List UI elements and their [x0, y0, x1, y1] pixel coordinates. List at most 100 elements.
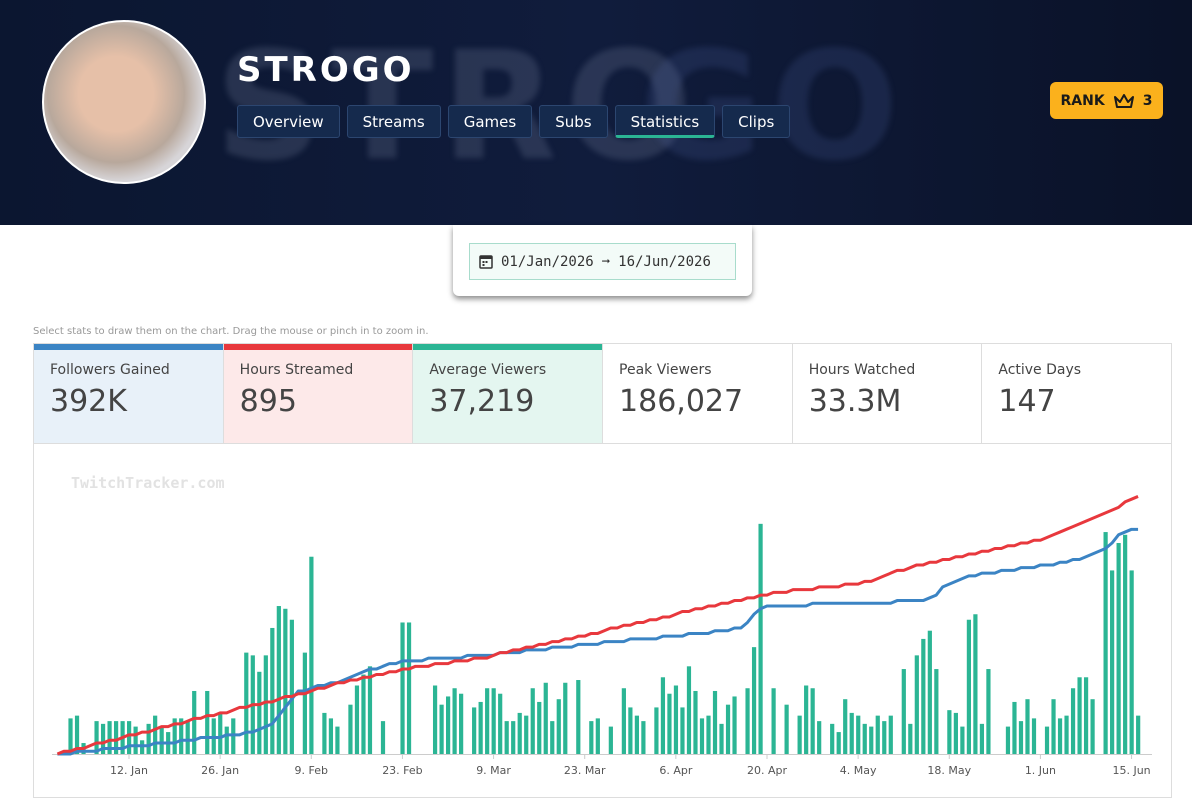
bar	[270, 627, 275, 754]
bar	[947, 710, 952, 754]
bar	[1057, 718, 1063, 754]
tab[interactable]: Subs	[539, 105, 608, 138]
bar	[817, 721, 822, 754]
bar	[192, 690, 197, 754]
bar	[771, 688, 776, 754]
rank-value: 3	[1142, 92, 1153, 109]
date-range[interactable]: 01/Jan/2026 ➞ 16/Jun/2026	[469, 243, 736, 280]
x-tick-label: 18. May	[927, 764, 971, 777]
bar	[100, 723, 106, 754]
bar	[127, 721, 132, 754]
bar	[804, 685, 809, 754]
bar	[966, 619, 971, 754]
bar	[218, 712, 223, 754]
stat-label: Hours Watched	[808, 362, 916, 378]
rank-label: RANK	[1060, 92, 1105, 109]
bar	[205, 690, 210, 754]
bar	[498, 693, 503, 754]
bar	[1083, 677, 1089, 754]
crown-icon	[1113, 93, 1134, 108]
stat-label: Followers Gained	[50, 362, 170, 378]
bar	[224, 726, 229, 754]
bar	[257, 671, 262, 754]
stat-value: 895	[239, 384, 297, 419]
bar	[1051, 699, 1056, 754]
bar	[439, 704, 444, 754]
bar	[289, 619, 294, 754]
bar	[882, 721, 887, 754]
bar	[153, 715, 158, 754]
bar	[524, 715, 529, 754]
bar	[1031, 718, 1037, 754]
bar	[836, 732, 841, 754]
bar	[921, 638, 926, 754]
stat-strip	[413, 344, 603, 350]
avatar	[42, 20, 206, 184]
bar	[354, 685, 360, 754]
bar	[843, 699, 848, 754]
bar	[1070, 688, 1076, 754]
bar	[673, 685, 679, 754]
stat-value: 392K	[50, 384, 127, 419]
bar	[491, 688, 496, 754]
bar	[797, 715, 802, 754]
x-tick-label: 6. Apr	[659, 764, 692, 777]
bar	[706, 715, 711, 754]
bar	[472, 707, 477, 754]
bar	[276, 606, 281, 754]
bar	[1116, 543, 1121, 754]
stat-card[interactable]: Hours Streamed 895	[223, 344, 414, 443]
chart-box: TwitchTracker.com 12. Jan 26. Jan 9. Feb 23…	[33, 444, 1172, 798]
tab[interactable]: Games	[447, 105, 533, 138]
bar	[530, 688, 535, 754]
bar	[1129, 570, 1134, 754]
tab[interactable]: Clips	[722, 105, 791, 138]
bar	[159, 726, 164, 754]
bar	[693, 690, 698, 754]
stat-label: Average Viewers	[429, 362, 547, 378]
stat-card[interactable]: Peak Viewers 186,027	[603, 344, 793, 443]
bar	[1064, 715, 1069, 754]
bar	[784, 704, 789, 754]
bar	[953, 712, 958, 754]
bar	[608, 726, 613, 754]
bar	[406, 622, 412, 754]
bar	[1025, 699, 1030, 754]
bar	[380, 721, 386, 754]
tab[interactable]: Statistics	[614, 105, 716, 138]
stat-strip	[34, 344, 223, 350]
x-tick-label: 23. Feb	[382, 764, 422, 777]
x-tick-label: 12. Jan	[110, 764, 148, 777]
chart: TwitchTracker.com 12. Jan 26. Jan 9. Feb 23…	[52, 474, 1152, 777]
bar	[446, 696, 451, 754]
bar	[654, 707, 659, 754]
bar	[641, 721, 646, 754]
stat-card[interactable]: Average Viewers 37,219	[413, 344, 604, 443]
bar	[699, 718, 705, 754]
channel-name: STROGO	[237, 50, 415, 90]
bar	[302, 652, 307, 754]
bar	[543, 682, 548, 754]
bar	[660, 677, 666, 754]
bar	[1077, 677, 1082, 754]
bar	[908, 723, 913, 754]
bar	[550, 721, 555, 754]
bar	[595, 718, 600, 754]
tab[interactable]: Streams	[346, 105, 441, 138]
tab[interactable]: Overview	[237, 105, 340, 138]
stat-card[interactable]: Active Days 147	[982, 344, 1171, 443]
bar	[849, 712, 854, 754]
tabs: Overview Streams Games Subs Statistics Clips	[237, 105, 791, 138]
bar	[432, 685, 438, 754]
x-tick-label: 23. Mar	[564, 764, 606, 777]
stat-card[interactable]: Hours Watched 33.3M	[793, 344, 983, 443]
x-tick-label: 15. Jun	[1112, 764, 1150, 777]
rank-badge[interactable]: RANK 3	[1050, 82, 1163, 119]
bar	[745, 688, 750, 754]
stat-label: Peak Viewers	[619, 362, 712, 378]
bar	[146, 723, 151, 754]
stat-card[interactable]: Followers Gained 392K	[34, 344, 224, 443]
stat-strip	[223, 344, 413, 350]
bar	[452, 688, 457, 754]
